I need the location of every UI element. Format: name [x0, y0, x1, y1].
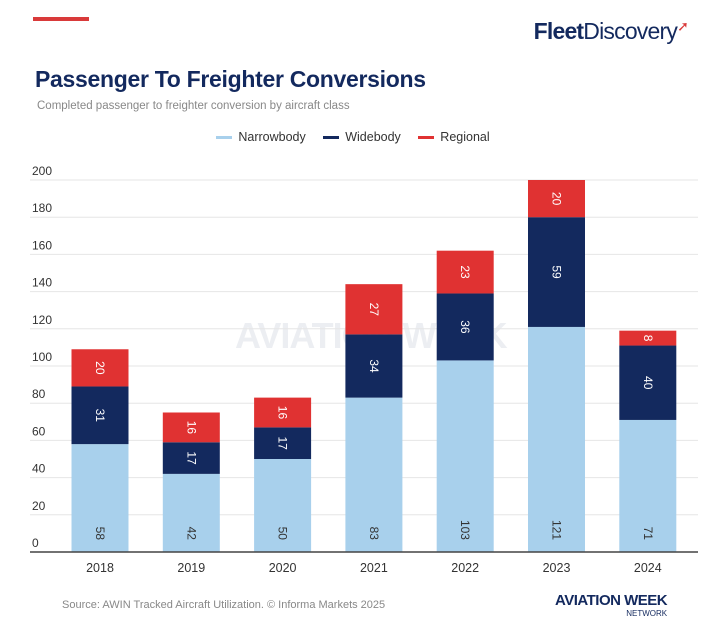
data-label: 20 — [93, 361, 107, 375]
x-tick-label: 2023 — [543, 561, 571, 575]
y-tick-label: 20 — [32, 499, 46, 513]
x-tick-label: 2020 — [269, 561, 297, 575]
data-label: 71 — [641, 527, 655, 541]
bar-narrowbody — [619, 419, 677, 552]
bar-narrowbody — [254, 459, 312, 552]
bar-widebody — [71, 386, 129, 445]
x-tick-label: 2022 — [451, 561, 479, 575]
bar-narrowbody — [528, 326, 585, 552]
source-note: Source: AWIN Tracked Aircraft Utilizatio… — [62, 599, 386, 611]
y-tick-label: 60 — [32, 424, 46, 438]
bar-narrowbody — [71, 444, 129, 552]
data-label: 20 — [550, 192, 564, 206]
data-label: 8 — [641, 335, 655, 342]
y-tick-label: 160 — [32, 238, 52, 252]
data-label: 121 — [550, 520, 564, 540]
x-tick-label: 2019 — [177, 561, 205, 575]
bar-regional — [345, 284, 403, 335]
y-tick-label: 180 — [32, 201, 52, 215]
y-tick-label: 40 — [32, 462, 46, 476]
data-label: 34 — [367, 359, 381, 373]
chart-title: Passenger To Freighter Conversions — [35, 66, 426, 92]
bar-regional — [436, 250, 494, 294]
fleet-discovery-logo: FleetDiscovery➚ — [533, 18, 689, 44]
bar-regional — [254, 397, 312, 428]
data-label: 42 — [184, 527, 198, 541]
aviation-week-logo: AVIATION WEEK NETWORK — [555, 592, 668, 618]
data-label: 16 — [276, 406, 290, 420]
bar-narrowbody — [162, 473, 220, 552]
chart-subtitle: Completed passenger to freighter convers… — [37, 100, 350, 112]
bar-widebody — [528, 217, 585, 327]
bar-regional — [619, 330, 677, 346]
bar-narrowbody — [345, 397, 403, 552]
x-tick-label: 2018 — [86, 561, 114, 575]
bar-regional — [71, 349, 129, 387]
bar-widebody — [254, 427, 312, 459]
bar-narrowbody — [436, 360, 494, 552]
y-tick-label: 200 — [32, 164, 52, 178]
y-tick-label: 0 — [32, 536, 39, 550]
y-tick-label: 120 — [32, 313, 52, 327]
bar-widebody — [436, 293, 494, 361]
data-label: 50 — [276, 527, 290, 541]
x-tick-label: 2024 — [634, 561, 662, 575]
y-tick-label: 140 — [32, 276, 52, 290]
data-label: 16 — [184, 421, 198, 435]
bar-widebody — [345, 334, 403, 398]
data-label: 58 — [93, 527, 107, 541]
data-label: 83 — [367, 527, 381, 541]
data-label: 17 — [184, 451, 198, 465]
legend-item-regional: Regional — [418, 130, 490, 144]
data-label: 103 — [458, 520, 472, 540]
x-tick-label: 2021 — [360, 561, 388, 575]
legend-item-widebody: Widebody — [323, 130, 401, 144]
bar-regional — [162, 412, 220, 443]
data-label: 40 — [641, 376, 655, 390]
data-label: 17 — [276, 437, 290, 451]
legend: Narrowbody Widebody Regional — [0, 130, 706, 144]
data-label: 27 — [367, 303, 381, 317]
bar-widebody — [619, 345, 677, 420]
legend-item-narrowbody: Narrowbody — [216, 130, 306, 144]
bar-widebody — [162, 442, 220, 474]
accent-bar — [33, 17, 89, 21]
bar-regional — [528, 180, 585, 218]
data-label: 59 — [550, 265, 564, 279]
y-tick-label: 100 — [32, 350, 52, 364]
data-label: 23 — [458, 265, 472, 279]
data-label: 36 — [458, 320, 472, 334]
data-label: 31 — [93, 409, 107, 423]
y-tick-label: 80 — [32, 387, 46, 401]
